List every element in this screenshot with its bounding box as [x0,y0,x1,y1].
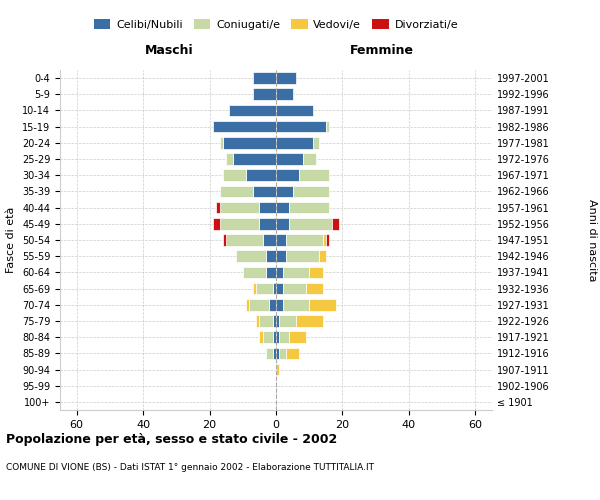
Bar [332,218,339,230]
Bar [276,348,280,359]
Bar [223,137,276,148]
Bar [289,332,306,343]
Bar [272,332,276,343]
Bar [223,234,226,246]
Bar [276,186,293,198]
Bar [276,282,283,294]
Bar [226,153,233,165]
Bar [276,121,326,132]
Bar [276,104,313,117]
Bar [246,299,250,310]
Bar [280,348,286,359]
Bar [276,315,280,327]
Bar [293,186,329,198]
Bar [259,202,276,213]
Bar [276,137,313,148]
Bar [256,315,259,327]
Bar [272,348,276,359]
Bar [276,153,302,165]
Text: Anni di nascita: Anni di nascita [587,198,597,281]
Bar [326,234,329,246]
Bar [253,72,276,84]
Text: COMUNE DI VIONE (BS) - Dati ISTAT 1° gennaio 2002 - Elaborazione TUTTITALIA.IT: COMUNE DI VIONE (BS) - Dati ISTAT 1° gen… [6,462,374,471]
Bar [276,364,280,376]
Bar [323,234,326,246]
Bar [283,299,309,310]
Bar [213,218,220,230]
Bar [276,250,286,262]
Bar [266,348,272,359]
Bar [253,282,256,294]
Bar [309,299,336,310]
Bar [276,218,289,230]
Bar [236,250,266,262]
Bar [309,266,323,278]
Bar [283,266,309,278]
Bar [286,348,299,359]
Bar [276,170,299,181]
Bar [280,332,289,343]
Bar [223,170,246,181]
Bar [283,282,306,294]
Bar [253,88,276,100]
Bar [229,104,276,117]
Bar [286,250,319,262]
Bar [226,234,263,246]
Bar [302,153,316,165]
Bar [250,299,269,310]
Bar [263,234,276,246]
Bar [213,121,276,132]
Bar [296,315,323,327]
Bar [266,250,276,262]
Bar [220,202,259,213]
Bar [263,332,272,343]
Bar [266,266,276,278]
Bar [269,299,276,310]
Text: Maschi: Maschi [145,44,194,57]
Bar [246,170,276,181]
Bar [286,234,323,246]
Bar [259,332,263,343]
Bar [289,202,329,213]
Bar [326,121,329,132]
Bar [276,332,280,343]
Bar [220,186,253,198]
Text: Popolazione per età, sesso e stato civile - 2002: Popolazione per età, sesso e stato civil… [6,432,337,446]
Bar [256,282,272,294]
Bar [259,218,276,230]
Bar [259,315,272,327]
Bar [220,218,259,230]
Bar [276,299,283,310]
Bar [280,315,296,327]
Bar [233,153,276,165]
Bar [272,282,276,294]
Bar [276,266,283,278]
Bar [306,282,323,294]
Bar [276,72,296,84]
Bar [220,137,223,148]
Bar [272,315,276,327]
Bar [216,202,220,213]
Bar [243,266,266,278]
Bar [276,234,286,246]
Bar [289,218,332,230]
Text: Femmine: Femmine [350,44,415,57]
Y-axis label: Fasce di età: Fasce di età [7,207,16,273]
Bar [313,137,319,148]
Legend: Celibi/Nubili, Coniugati/e, Vedovi/e, Divorziati/e: Celibi/Nubili, Coniugati/e, Vedovi/e, Di… [89,14,463,34]
Bar [253,186,276,198]
Bar [276,202,289,213]
Bar [319,250,326,262]
Bar [276,88,293,100]
Bar [299,170,329,181]
